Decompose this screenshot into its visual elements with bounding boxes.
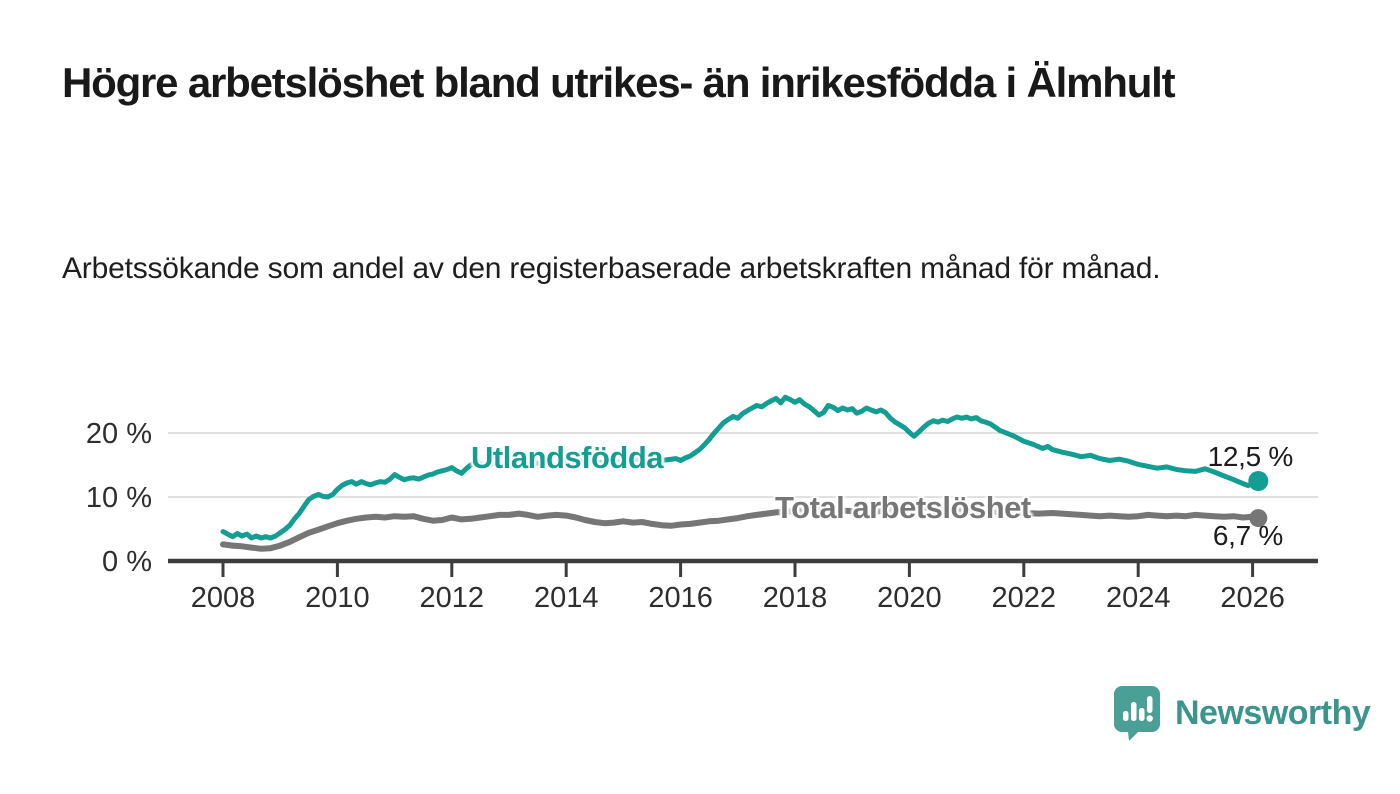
x-axis-label: 2026 (1220, 582, 1285, 614)
brand-name: Newsworthy (1175, 693, 1371, 732)
x-axis-label: 2020 (877, 582, 942, 614)
y-axis-label: 10 % (86, 482, 152, 514)
x-axis-label: 2024 (1106, 582, 1171, 614)
end-value-total-arbetsloshet: 6,7 % (1212, 520, 1283, 551)
series-end-dot-total (1249, 509, 1268, 528)
x-axis-label: 2008 (191, 582, 256, 614)
x-axis-label: 2022 (992, 582, 1057, 614)
y-axis-label: 0 % (102, 546, 152, 578)
y-axis-label: 20 % (86, 418, 152, 450)
newsworthy-logo: Newsworthy (1112, 684, 1371, 742)
page-title: Högre arbetslöshet bland utrikes- än inr… (62, 59, 1176, 106)
line-chart: 0 % 10 % 20 % 2008 2010 2012 2014 2016 2018 2020 2… (86, 394, 1318, 614)
x-axis-label: 2014 (534, 582, 599, 614)
x-axis-label: 2012 (420, 582, 485, 614)
series-label-utlandsfodda: Utlandsfödda (471, 440, 664, 475)
x-axis-label: 2016 (648, 582, 713, 614)
newsworthy-speech-bubble-bar-chart-icon (1114, 686, 1160, 741)
end-value-utlandsfodda: 12,5 % (1207, 441, 1294, 472)
x-axis-label: 2018 (763, 582, 828, 614)
series-label-total-arbetsloshet: Total arbetslöshet (775, 490, 1031, 525)
series-line-utlandsfodda (220, 394, 1261, 541)
series-end-dot-utlandsfodda (1248, 471, 1269, 491)
series-line-total (220, 504, 1262, 552)
x-axis-label: 2010 (305, 582, 370, 614)
chart-subtitle: Arbetssökande som andel av den registerb… (62, 252, 1161, 285)
